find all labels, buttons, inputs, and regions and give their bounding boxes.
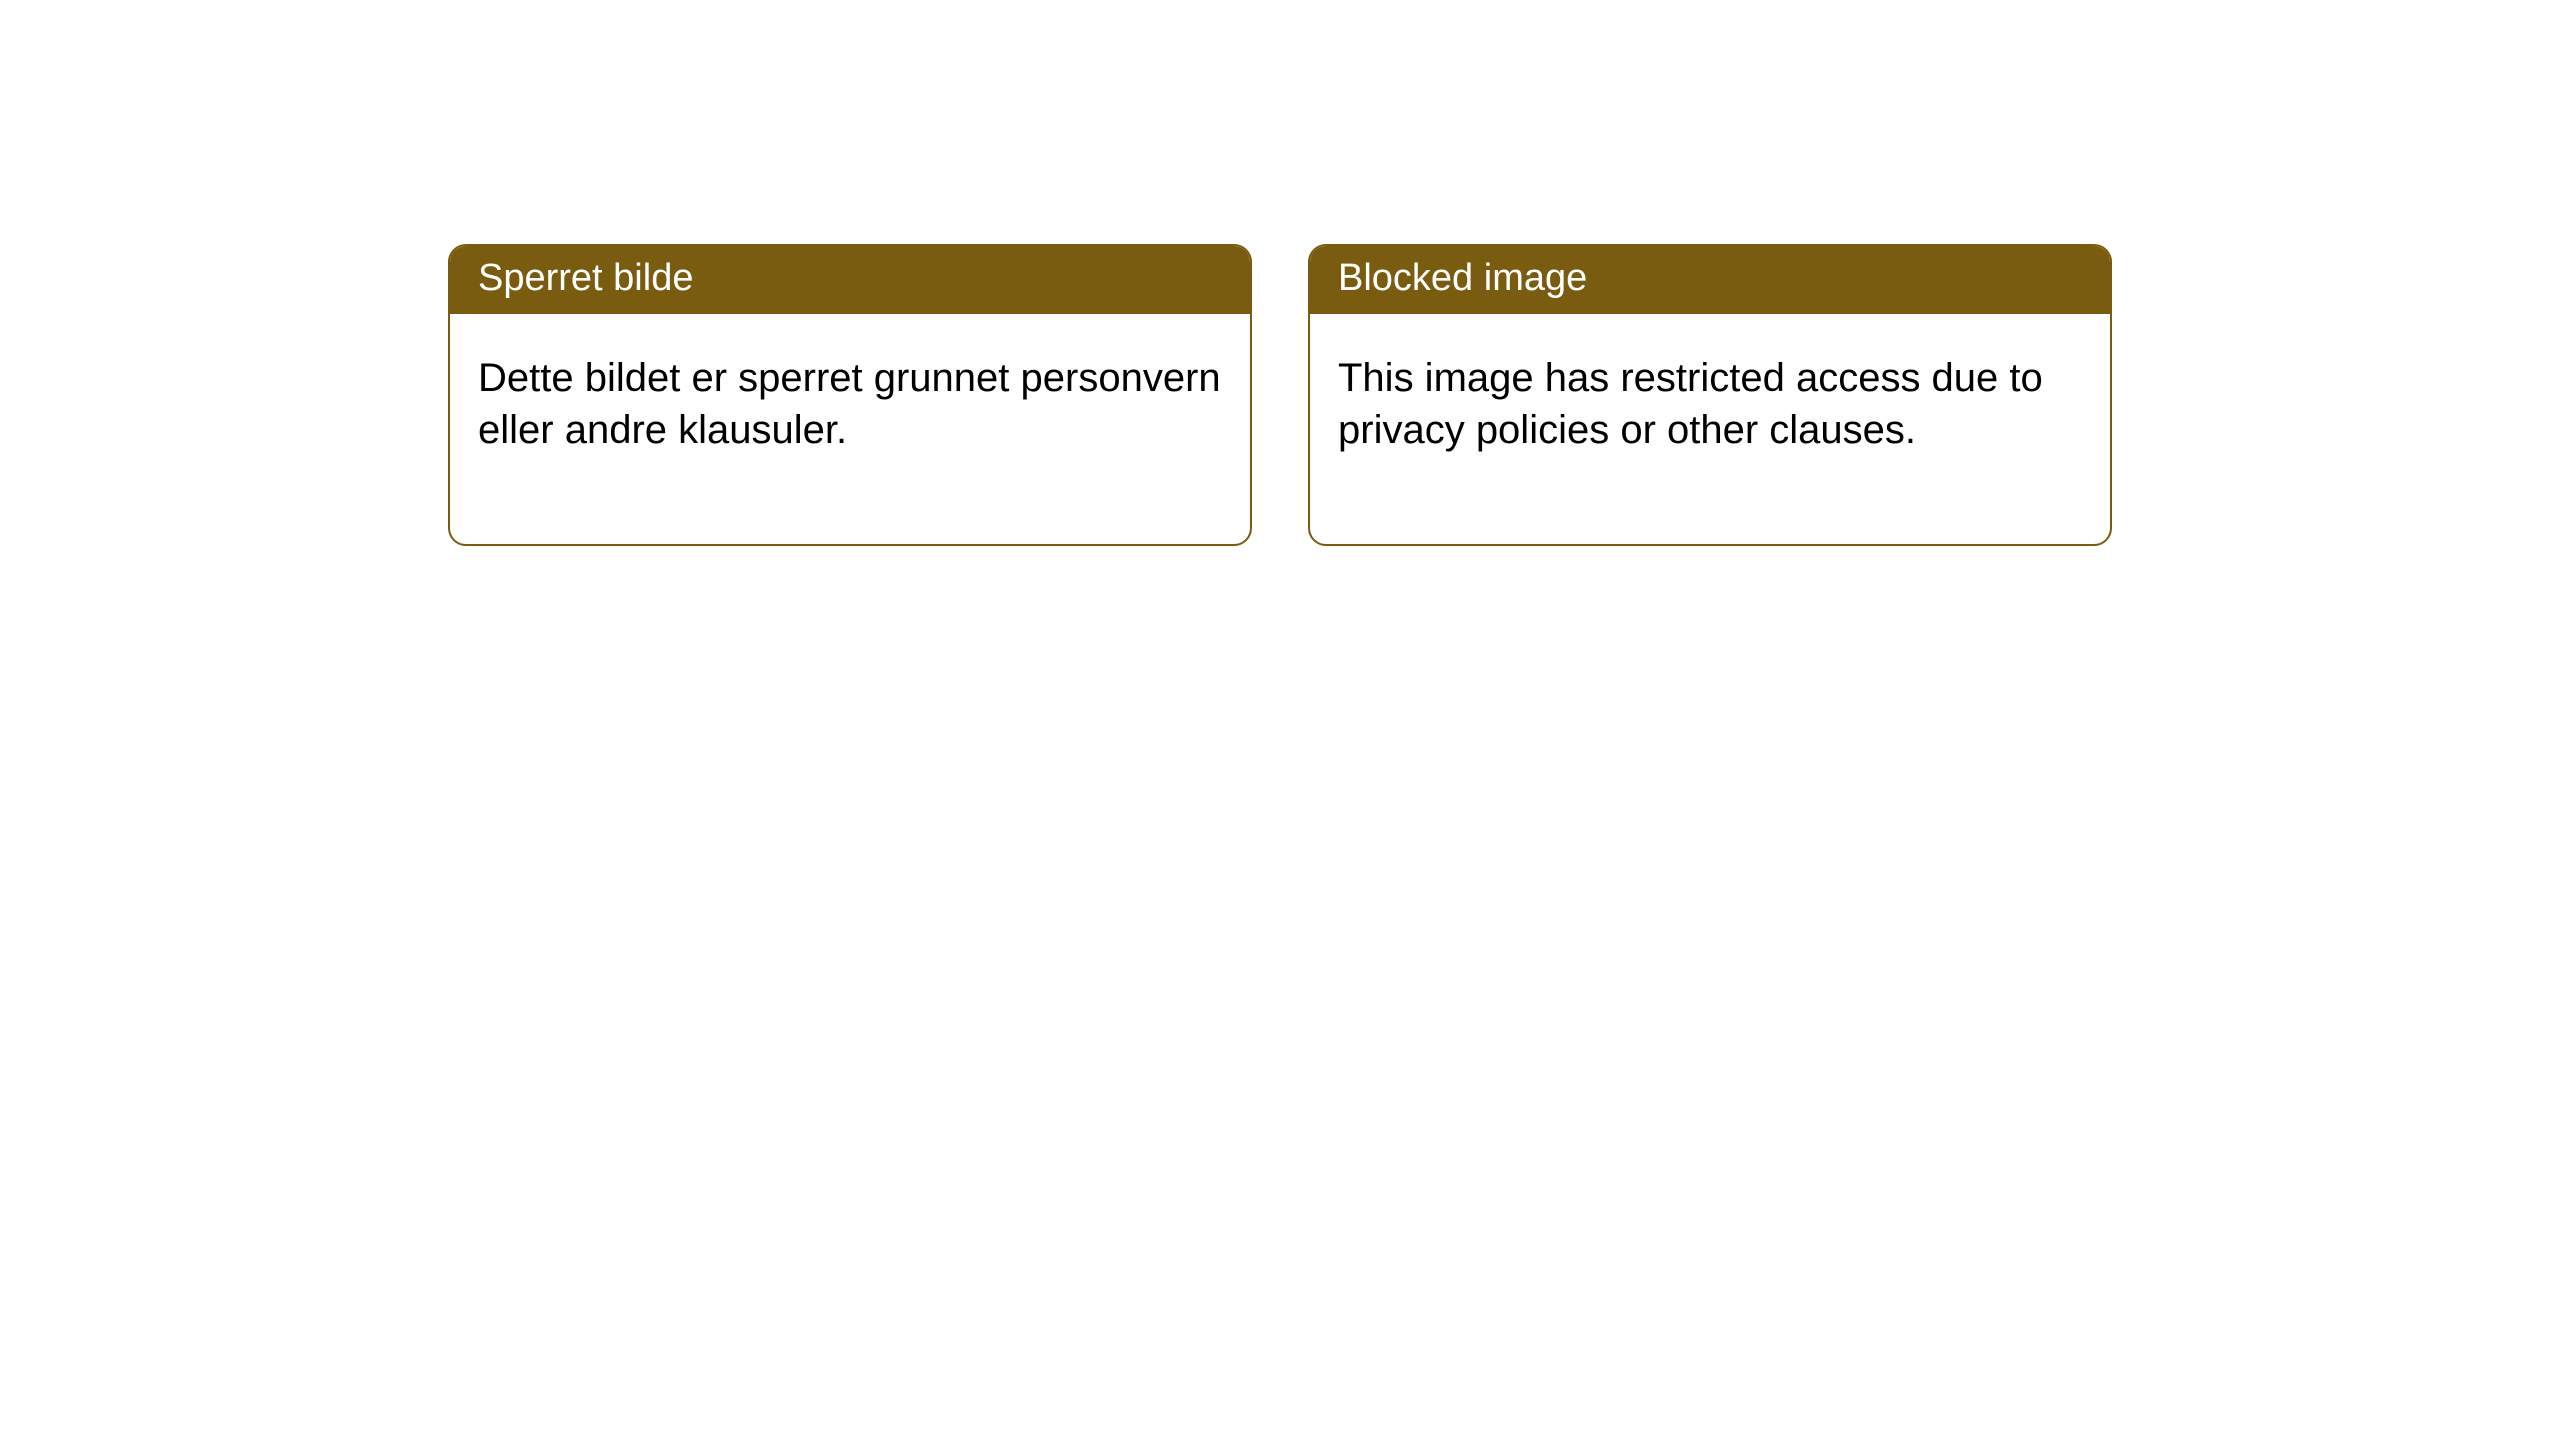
notice-card-norwegian: Sperret bilde Dette bildet er sperret gr… [448,244,1252,546]
notice-header: Sperret bilde [450,246,1250,314]
notice-body: This image has restricted access due to … [1310,314,2110,544]
notice-card-english: Blocked image This image has restricted … [1308,244,2112,546]
notice-cards-container: Sperret bilde Dette bildet er sperret gr… [448,244,2560,546]
notice-body: Dette bildet er sperret grunnet personve… [450,314,1250,544]
notice-header: Blocked image [1310,246,2110,314]
